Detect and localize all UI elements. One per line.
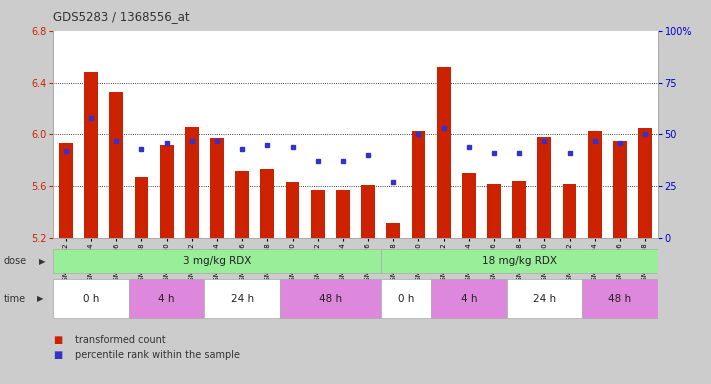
Text: percentile rank within the sample: percentile rank within the sample (75, 350, 240, 360)
Bar (462, 173, 476, 384)
Bar (431, 279, 506, 318)
Text: 18 mg/kg RDX: 18 mg/kg RDX (481, 256, 557, 266)
Text: 4 h: 4 h (159, 293, 175, 304)
Text: 24 h: 24 h (230, 293, 254, 304)
Bar (380, 249, 658, 273)
Text: 4 h: 4 h (461, 293, 477, 304)
Bar (210, 138, 224, 384)
Bar (129, 279, 205, 318)
Bar (487, 184, 501, 384)
Bar (109, 92, 123, 384)
Bar (562, 184, 577, 384)
Bar (506, 279, 582, 318)
Text: dose: dose (4, 256, 27, 266)
Bar (512, 181, 526, 384)
Bar (613, 141, 627, 384)
Bar (386, 223, 400, 384)
Text: transformed count: transformed count (75, 335, 166, 345)
Bar (380, 279, 431, 318)
Text: 0 h: 0 h (83, 293, 100, 304)
Bar (311, 190, 325, 384)
Text: 0 h: 0 h (397, 293, 414, 304)
Bar (538, 137, 551, 384)
Text: ■: ■ (53, 350, 63, 360)
Bar (260, 169, 274, 384)
Bar (59, 144, 73, 384)
Text: 48 h: 48 h (609, 293, 631, 304)
Bar (205, 279, 280, 318)
Bar (638, 128, 652, 384)
Bar (84, 72, 98, 384)
Text: 3 mg/kg RDX: 3 mg/kg RDX (183, 256, 251, 266)
Bar (336, 190, 350, 384)
Bar (280, 279, 380, 318)
Bar (134, 177, 149, 384)
Bar (588, 131, 602, 384)
Bar (286, 182, 299, 384)
Bar (437, 67, 451, 384)
Text: ■: ■ (53, 335, 63, 345)
Bar (235, 171, 249, 384)
Bar (361, 185, 375, 384)
Bar (185, 127, 199, 384)
Text: 48 h: 48 h (319, 293, 342, 304)
Text: time: time (4, 294, 26, 304)
Text: ▶: ▶ (37, 294, 43, 303)
Text: ▶: ▶ (39, 257, 46, 266)
Text: GDS5283 / 1368556_at: GDS5283 / 1368556_at (53, 10, 190, 23)
Bar (582, 279, 658, 318)
Text: 24 h: 24 h (533, 293, 556, 304)
Bar (53, 249, 380, 273)
Bar (53, 279, 129, 318)
Bar (412, 131, 425, 384)
Bar (160, 145, 173, 384)
